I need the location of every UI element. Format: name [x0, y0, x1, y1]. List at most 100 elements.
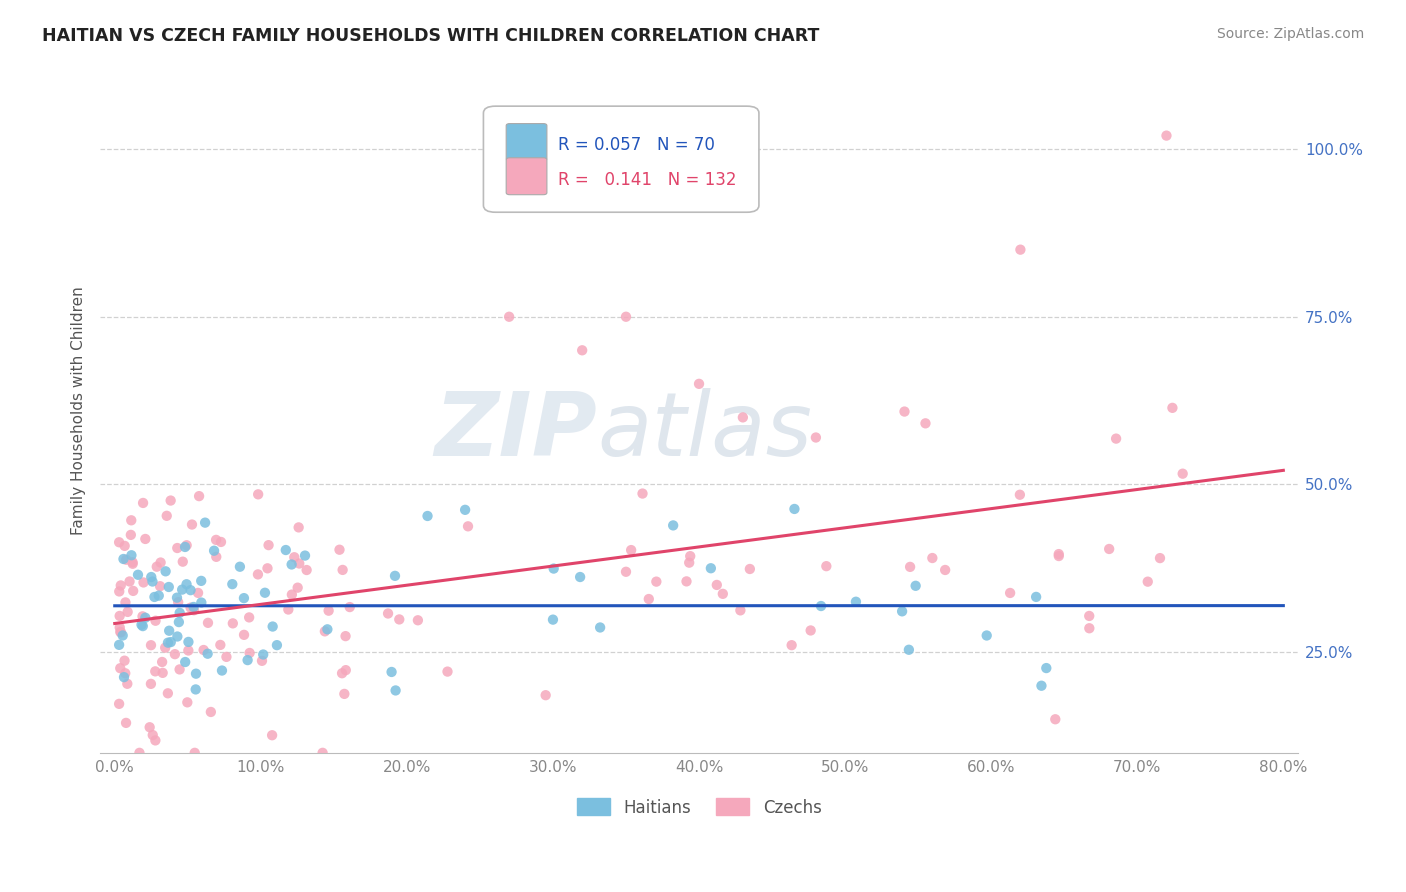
- Point: [149, 556, 172, 570]
- Point: [288, 557, 311, 571]
- Point: [174, 655, 197, 669]
- Point: [163, 647, 186, 661]
- Point: [167, 595, 190, 609]
- Point: [143, 590, 166, 604]
- Point: [114, 666, 136, 681]
- Point: [569, 570, 592, 584]
- Point: [127, 567, 149, 582]
- Point: [193, 643, 215, 657]
- Point: [679, 549, 702, 563]
- Point: [1010, 243, 1032, 257]
- Point: [115, 715, 138, 730]
- Text: atlas: atlas: [598, 388, 813, 475]
- Point: [183, 603, 205, 617]
- Point: [1008, 488, 1031, 502]
- Text: ZIP: ZIP: [434, 388, 598, 475]
- Point: [498, 310, 520, 324]
- Point: [108, 535, 131, 549]
- Point: [181, 517, 204, 532]
- Point: [534, 688, 557, 702]
- Point: [589, 620, 612, 634]
- Point: [190, 574, 212, 588]
- Point: [108, 697, 131, 711]
- Point: [108, 638, 131, 652]
- Point: [110, 578, 132, 592]
- Point: [200, 705, 222, 719]
- Point: [183, 746, 205, 760]
- Point: [454, 503, 477, 517]
- Point: [1105, 432, 1128, 446]
- Point: [110, 661, 132, 675]
- Point: [295, 563, 318, 577]
- Point: [132, 619, 155, 633]
- Point: [110, 625, 132, 640]
- Point: [202, 543, 225, 558]
- Text: R = 0.057   N = 70: R = 0.057 N = 70: [558, 136, 714, 154]
- Point: [150, 655, 173, 669]
- Point: [976, 628, 998, 642]
- Point: [845, 595, 868, 609]
- Point: [209, 535, 232, 549]
- Point: [180, 583, 202, 598]
- Point: [141, 570, 163, 584]
- Point: [112, 670, 135, 684]
- Point: [700, 561, 723, 575]
- FancyBboxPatch shape: [506, 124, 547, 161]
- Point: [190, 596, 212, 610]
- Point: [180, 600, 202, 615]
- Point: [1025, 590, 1047, 604]
- Point: [239, 646, 262, 660]
- Point: [143, 665, 166, 679]
- Point: [921, 551, 943, 566]
- Point: [287, 520, 309, 534]
- Point: [114, 654, 136, 668]
- Point: [187, 586, 209, 600]
- Point: [177, 635, 200, 649]
- Y-axis label: Family Households with Children: Family Households with Children: [72, 286, 86, 535]
- Point: [253, 586, 276, 600]
- Point: [257, 538, 280, 552]
- Point: [335, 663, 357, 677]
- Point: [262, 619, 284, 633]
- Point: [247, 487, 270, 501]
- Point: [256, 561, 278, 575]
- Point: [645, 574, 668, 589]
- Point: [328, 542, 350, 557]
- Point: [339, 600, 361, 615]
- Point: [333, 687, 356, 701]
- Point: [318, 604, 340, 618]
- Point: [115, 552, 138, 566]
- Point: [149, 579, 172, 593]
- Point: [1045, 712, 1067, 726]
- Point: [184, 682, 207, 697]
- Point: [800, 624, 823, 638]
- Point: [157, 624, 180, 638]
- Point: [211, 664, 233, 678]
- Point: [183, 599, 205, 614]
- Point: [134, 532, 156, 546]
- Point: [122, 583, 145, 598]
- Point: [172, 555, 194, 569]
- Point: [783, 502, 806, 516]
- Point: [145, 614, 167, 628]
- Point: [810, 599, 832, 613]
- Point: [706, 578, 728, 592]
- Point: [631, 486, 654, 500]
- Point: [1035, 661, 1057, 675]
- Point: [287, 581, 309, 595]
- Point: [117, 605, 139, 619]
- Point: [384, 569, 406, 583]
- Point: [311, 746, 333, 760]
- Point: [738, 562, 761, 576]
- Point: [1047, 549, 1070, 563]
- Point: [281, 588, 304, 602]
- Point: [543, 561, 565, 575]
- Point: [388, 612, 411, 626]
- Point: [169, 662, 191, 676]
- Point: [675, 574, 697, 589]
- Point: [1149, 551, 1171, 566]
- Legend: Haitians, Czechs: Haitians, Czechs: [569, 792, 828, 823]
- Point: [159, 635, 181, 649]
- Point: [209, 638, 232, 652]
- Point: [142, 728, 165, 742]
